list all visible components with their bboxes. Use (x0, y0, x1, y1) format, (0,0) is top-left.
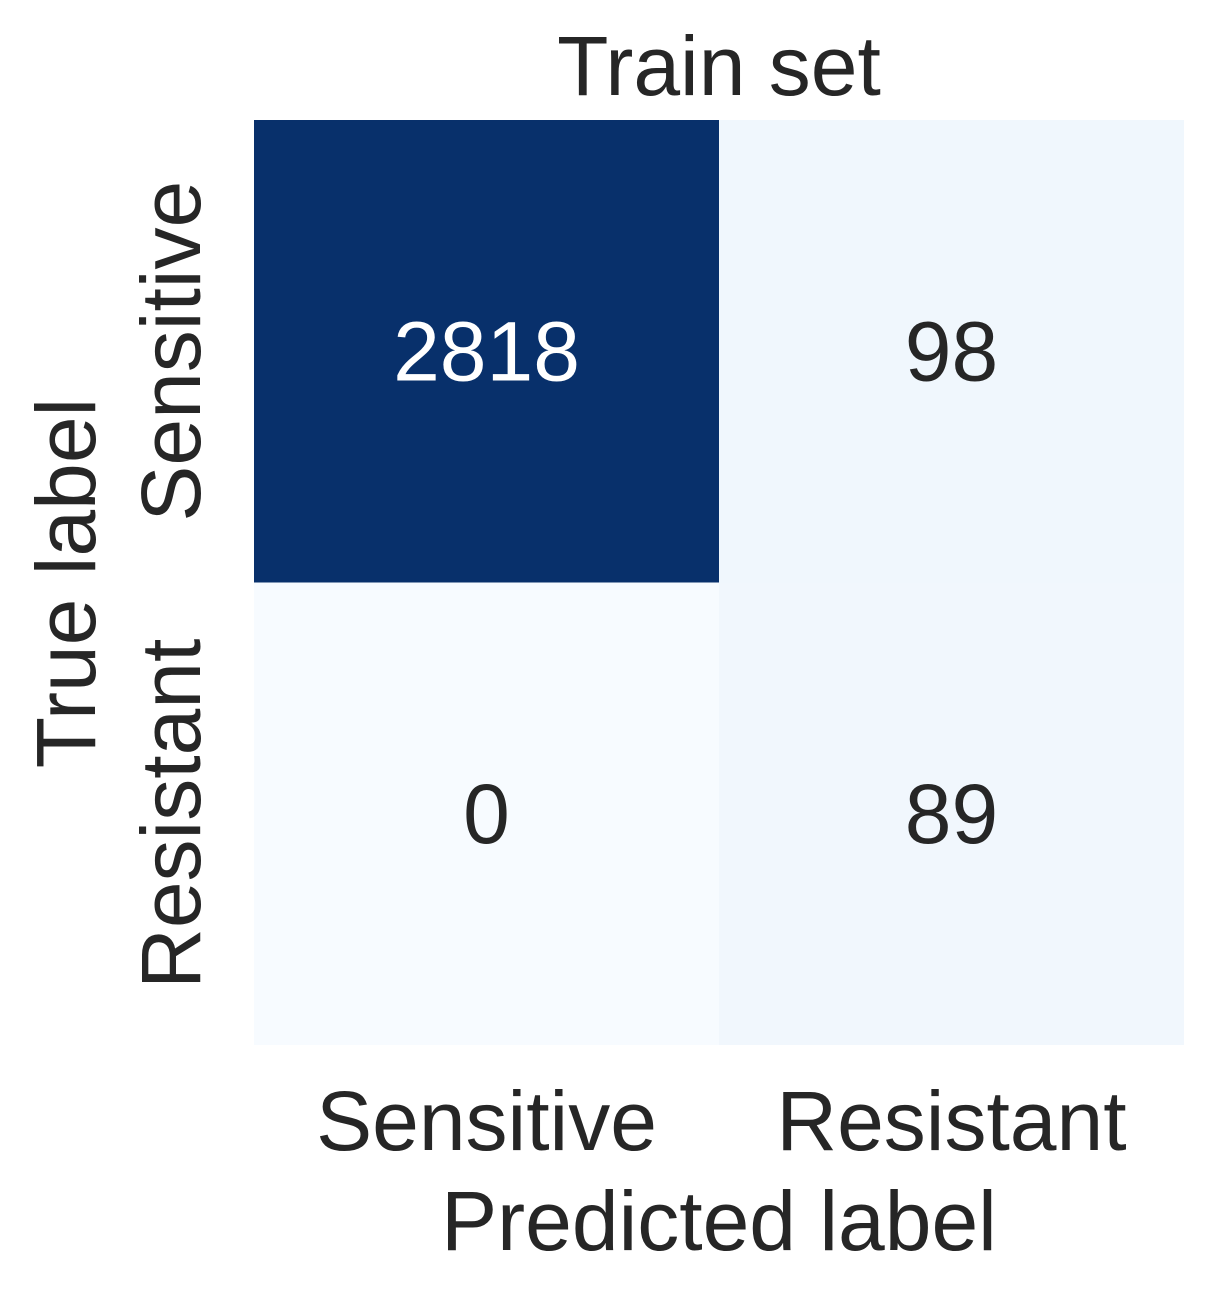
cell-value-label: 0 (463, 767, 510, 861)
y-axis-label: True label (19, 398, 113, 768)
cell-value-label: 98 (905, 304, 998, 398)
x-tick-label: Sensitive (316, 1074, 657, 1168)
heatmap-cell (254, 120, 719, 583)
heatmap-cell (719, 582, 1184, 1045)
y-tick-labels: Sensitive Resistant (124, 181, 218, 989)
heatmap-cells (254, 120, 1184, 1045)
x-axis-label: Predicted label (441, 1174, 997, 1268)
heatmap-cell (719, 120, 1184, 583)
chart-title: Train set (557, 19, 881, 113)
cell-value-label: 2818 (393, 304, 580, 398)
x-tick-labels: Sensitive Resistant (316, 1074, 1127, 1168)
y-tick-label: Resistant (124, 639, 218, 989)
cell-value-label: 89 (905, 767, 998, 861)
heatmap-cell-labels: 2818 98 0 89 (393, 304, 998, 861)
heatmap-cell (254, 582, 719, 1045)
y-tick-label: Sensitive (124, 181, 218, 522)
x-tick-label: Resistant (776, 1074, 1126, 1168)
